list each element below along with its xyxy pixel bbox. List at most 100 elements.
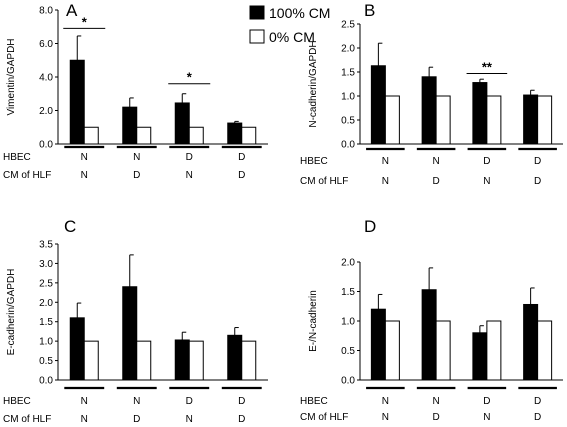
row-label-hbec: HBEC	[300, 396, 328, 407]
y-tick-label: 0.5	[341, 346, 355, 357]
hbec-condition-label: N	[433, 156, 440, 167]
y-tick-label: 2.0	[341, 258, 355, 269]
legend-swatch-100-cm	[249, 5, 265, 20]
bar-100-cm	[523, 303, 539, 381]
bar-100-cm	[122, 106, 138, 145]
y-axis-label: N-cadherin/GAPDH	[308, 40, 319, 127]
panel-letter: A	[66, 1, 78, 20]
bar-100-cm	[421, 289, 437, 381]
hbec-condition-label: D	[483, 156, 490, 167]
y-tick-label: 3.5	[39, 240, 53, 251]
bar-100-cm	[69, 59, 85, 145]
significance-label: *	[82, 14, 88, 29]
y-tick-label: 0.0	[39, 376, 53, 387]
panel-c: C E-cadherin/GAPDH 0.0 0.5 1.0 1.5 2.0 2.5 3.0 3.…	[3, 217, 268, 425]
row-label-cm-of-hlf: CM of HLF	[300, 412, 348, 423]
bar-0-cm	[384, 320, 400, 381]
y-tick-label: 1.0	[341, 317, 355, 328]
row-label-hbec: HBEC	[3, 152, 31, 163]
y-tick-label: 0.5	[341, 116, 355, 127]
y-tick-label: 1.0	[39, 337, 53, 348]
y-axis-label: E-/N-cadherin	[308, 290, 319, 352]
bar-100-cm	[174, 339, 190, 381]
row-label-cm-of-hlf: CM of HLF	[300, 176, 348, 187]
bar-0-cm	[537, 95, 553, 145]
hbec-condition-label: N	[81, 396, 88, 407]
y-tick-label: 2.5	[341, 20, 355, 31]
y-tick-label: 2.5	[39, 278, 53, 289]
bar-100-cm	[69, 317, 85, 381]
hbec-condition-label: D	[186, 152, 193, 163]
row-label-hbec: HBEC	[3, 396, 31, 407]
bar-100-cm	[370, 65, 386, 145]
cm-condition-label: N	[382, 176, 389, 187]
y-tick-label: 8.0	[39, 6, 53, 17]
bar-0-cm	[241, 340, 257, 381]
cm-condition-label: D	[433, 412, 440, 423]
panel-d: D E-/N-cadherin 0.0 0.5 1.0 1.5 2.0 HBEC CM of H…	[300, 217, 563, 423]
y-tick-label: 4.0	[39, 73, 53, 84]
bar-100-cm	[472, 332, 488, 381]
bar-0-cm	[486, 95, 502, 145]
row-label-cm-of-hlf: CM of HLF	[3, 170, 51, 181]
panel-b: B N-cadherin/GAPDH 0.0 0.5 1.0 1.5 2.0 2.5 HBEC C…	[300, 1, 563, 187]
bar-0-cm	[136, 126, 152, 145]
y-tick-label: 2.0	[39, 106, 53, 117]
hbec-condition-label: D	[238, 396, 245, 407]
bar-100-cm	[523, 94, 539, 145]
y-tick-label: 3.0	[39, 259, 53, 270]
cm-condition-label: D	[433, 176, 440, 187]
row-label-cm-of-hlf: CM of HLF	[3, 414, 51, 425]
y-tick-label: 6.0	[39, 39, 53, 50]
bar-0-cm	[241, 126, 257, 145]
hbec-condition-label: N	[382, 156, 389, 167]
y-tick-label: 1.5	[341, 68, 355, 79]
bar-0-cm	[435, 320, 451, 381]
cm-condition-label: N	[186, 414, 193, 425]
cm-condition-label: N	[382, 412, 389, 423]
hbec-condition-label: D	[238, 152, 245, 163]
cm-condition-label: N	[186, 170, 193, 181]
y-tick-label: 1.5	[341, 287, 355, 298]
bar-100-cm	[227, 122, 243, 145]
hbec-condition-label: N	[433, 396, 440, 407]
bar-0-cm	[83, 340, 99, 381]
significance-label: **	[482, 59, 493, 74]
significance-label: *	[187, 70, 193, 85]
bar-0-cm	[136, 340, 152, 381]
legend: 100% CM 0% CM	[249, 5, 330, 45]
cm-condition-label: N	[81, 170, 88, 181]
y-tick-label: 0.5	[39, 356, 53, 367]
hbec-condition-label: D	[483, 396, 490, 407]
bar-0-cm	[384, 95, 400, 145]
y-tick-label: 1.0	[341, 92, 355, 103]
bar-100-cm	[370, 308, 386, 381]
y-tick-label: 0.0	[341, 140, 355, 151]
cm-condition-label: N	[81, 414, 88, 425]
y-axis-label: Vimentin/GAPDH	[6, 38, 17, 115]
bar-0-cm	[537, 320, 553, 381]
bar-0-cm	[188, 126, 204, 145]
cm-condition-label: D	[534, 412, 541, 423]
y-tick-label: 0.0	[341, 376, 355, 387]
bar-100-cm	[472, 82, 488, 145]
hbec-condition-label: D	[534, 156, 541, 167]
y-axis-label: E-cadherin/GAPDH	[6, 269, 17, 356]
hbec-condition-label: N	[133, 396, 140, 407]
legend-label-0-cm: 0% CM	[269, 29, 315, 45]
hbec-condition-label: N	[133, 152, 140, 163]
panel-letter: C	[64, 217, 76, 236]
bar-0-cm	[83, 126, 99, 145]
legend-swatch-0-cm	[249, 29, 265, 44]
bar-100-cm	[227, 334, 243, 381]
y-tick-label: 2.0	[341, 44, 355, 55]
cm-condition-label: D	[133, 170, 140, 181]
hbec-condition-label: D	[534, 396, 541, 407]
cm-condition-label: N	[483, 176, 490, 187]
bar-100-cm	[174, 102, 190, 145]
cm-condition-label: N	[483, 412, 490, 423]
legend-label-100-cm: 100% CM	[269, 5, 330, 21]
bar-100-cm	[122, 286, 138, 381]
panel-letter: D	[364, 217, 376, 236]
